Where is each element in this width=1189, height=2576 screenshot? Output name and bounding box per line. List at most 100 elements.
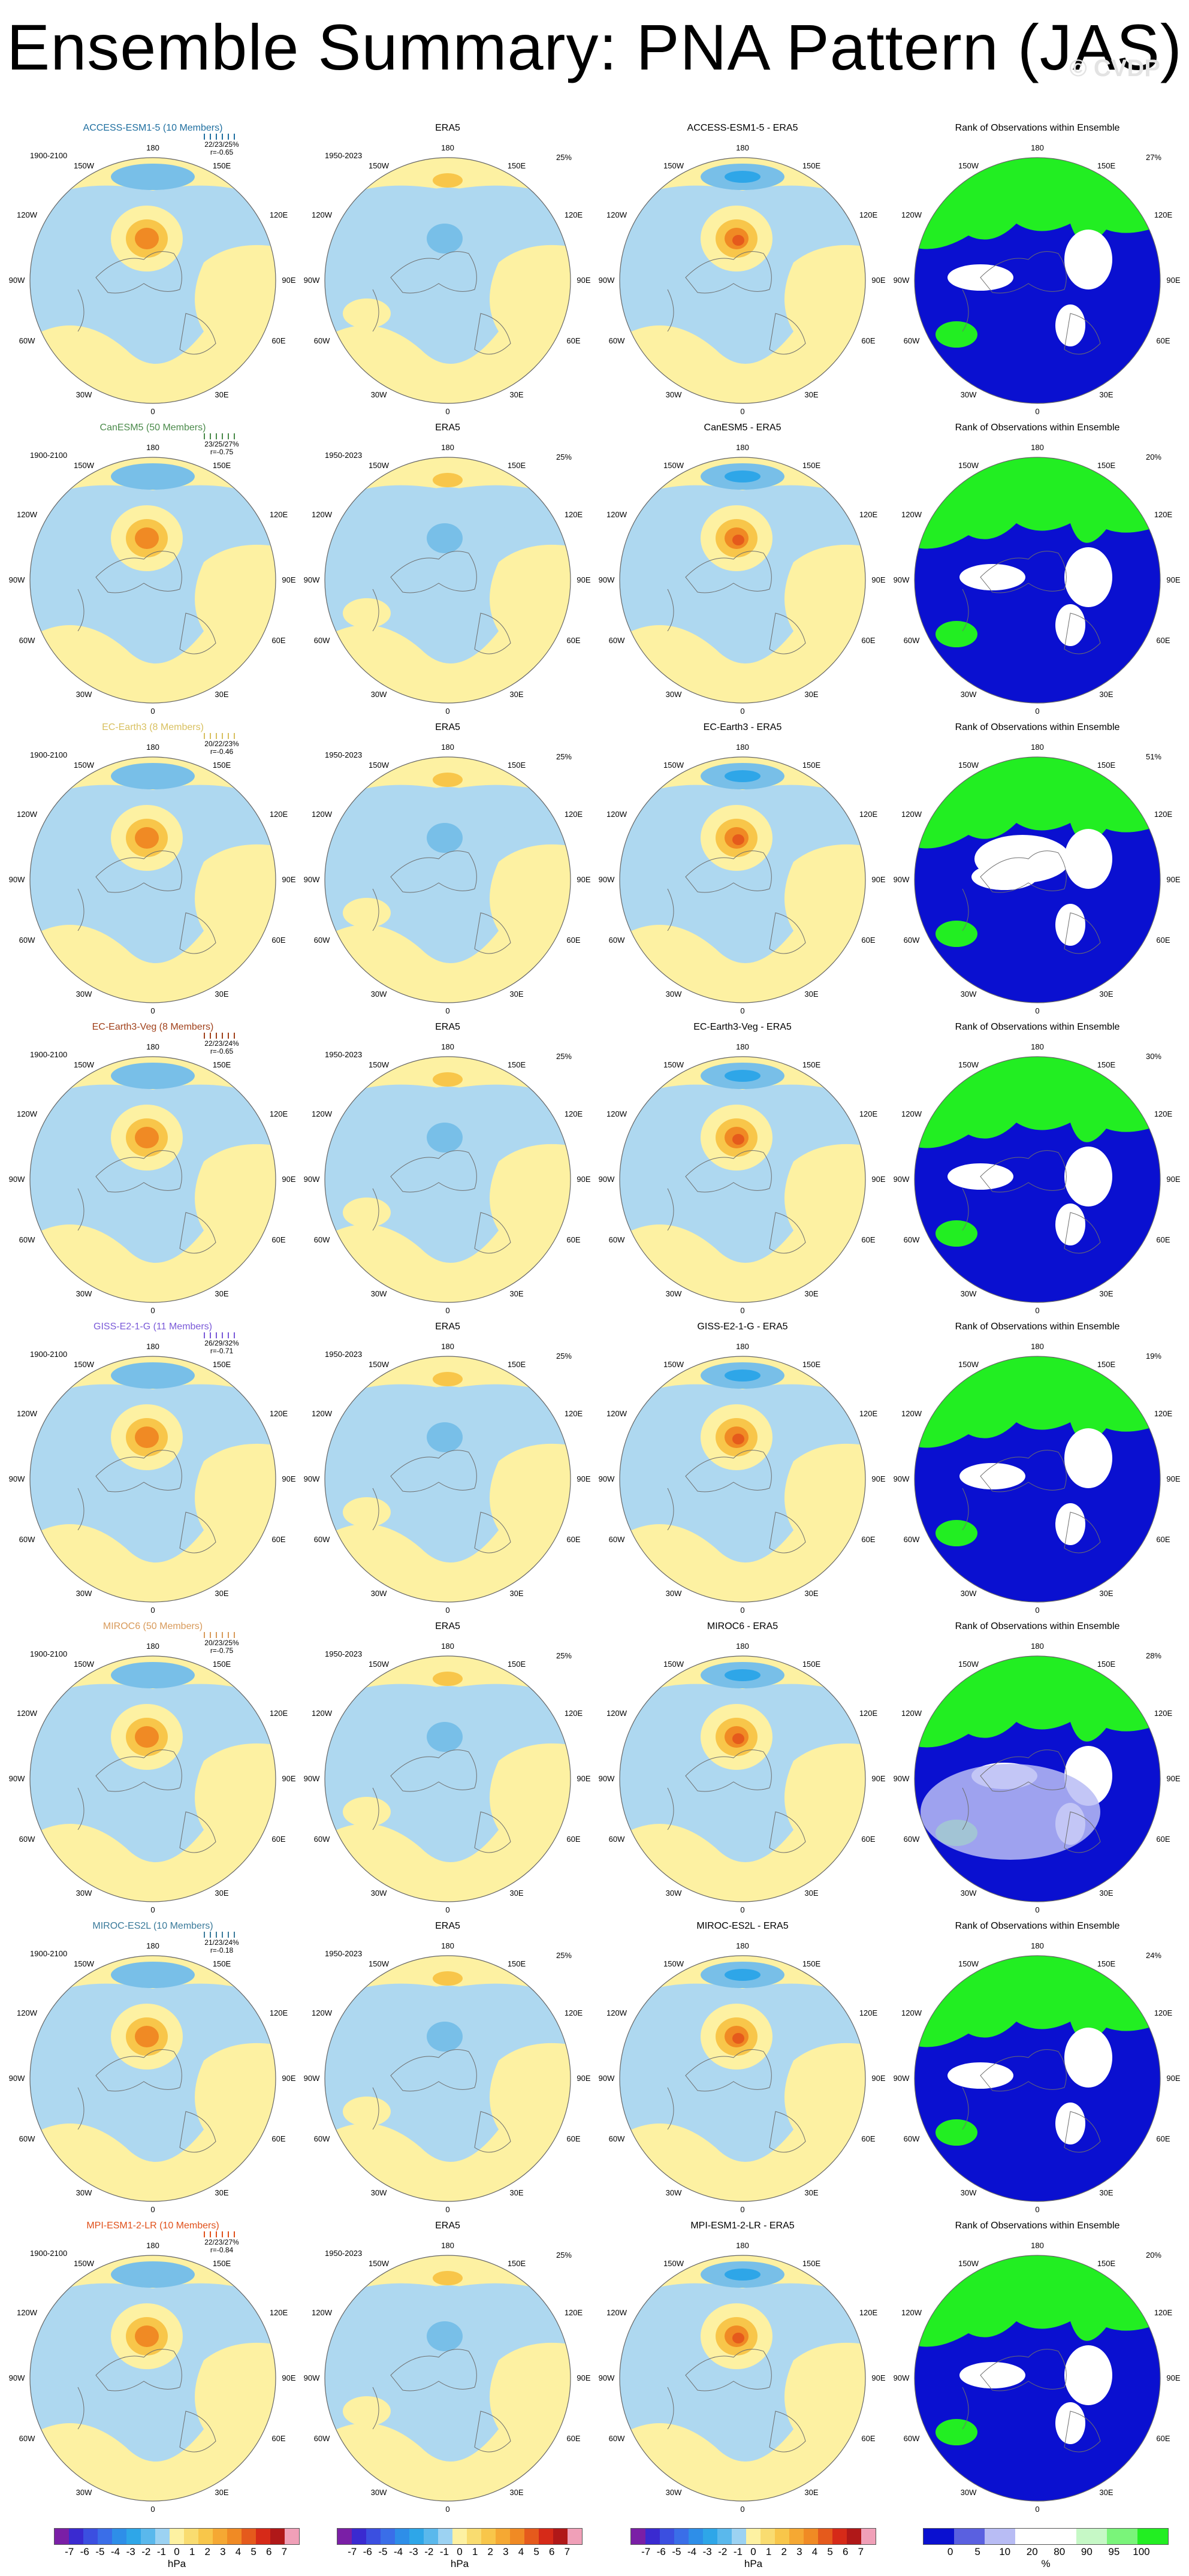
coordinate-label: 150E — [508, 161, 526, 170]
colorbar-swatch — [285, 2529, 299, 2544]
percent-label: 20% — [1145, 453, 1161, 461]
map-field — [620, 1956, 865, 2201]
ensemble-stats: 23/25/27% r=-0.75 — [195, 432, 249, 456]
panel-era5: ERA5 1950-2023 25% 180 0 90W 90E 150W 150E 120W 12… — [301, 423, 594, 719]
polar-map: 180 0 90W 90E 150W 150E 120W 120E 60W 60E 30W 30E — [599, 143, 886, 415]
coordinate-label: 0 — [740, 407, 744, 415]
coordinate-label: 60E — [861, 636, 875, 645]
colorbar-tick: 0 — [457, 2546, 463, 2557]
colorbar-swatch — [954, 2529, 985, 2544]
coordinate-label: 30W — [76, 990, 92, 999]
coordinate-label: 90W — [599, 1175, 615, 1184]
coordinate-label: 90W — [304, 875, 320, 884]
ensemble-range-marks — [195, 432, 249, 441]
colorbar-swatch — [804, 2529, 818, 2544]
colorbar-swatch — [270, 2529, 285, 2544]
coordinate-label: 0 — [740, 707, 744, 715]
panel-diff: EC-Earth3-Veg - ERA5 180 0 90W 90E 150W 150E 12… — [596, 1022, 889, 1319]
coordinate-label: 90W — [894, 2074, 910, 2083]
coordinate-label: 60E — [566, 1535, 580, 1544]
coordinate-label: 0 — [445, 707, 449, 715]
coordinate-label: 180 — [441, 1042, 454, 1051]
stats-percentiles: 22/23/25% — [204, 140, 239, 149]
coordinate-label: 120E — [1154, 210, 1173, 219]
period-label: 1900-2100 — [30, 1949, 68, 1958]
colorbar-unit: hPa — [167, 2558, 186, 2569]
percent-label: 28% — [1145, 1651, 1161, 1660]
coordinate-label: 120W — [901, 810, 922, 819]
coordinate-label: 30W — [666, 1589, 682, 1598]
stats-percentiles: 22/23/27% — [204, 2238, 239, 2246]
coordinate-label: 150E — [213, 161, 231, 170]
coordinate-label: 90E — [871, 875, 885, 884]
coordinate-label: 90E — [1166, 575, 1180, 584]
coordinate-label: 60E — [861, 2134, 875, 2143]
coordinate-label: 120E — [270, 2308, 288, 2317]
map-field — [915, 757, 1160, 1003]
panel-rank: Rank of Observations within Ensemble 19% 1… — [891, 1322, 1184, 1618]
coordinate-label: 90W — [304, 1175, 320, 1184]
period-label: 1950-2023 — [325, 1050, 363, 1059]
coordinate-label: 150W — [369, 161, 390, 170]
coordinate-label: 150W — [74, 761, 95, 770]
coordinate-label: 90E — [577, 276, 590, 285]
coordinate-label: 180 — [1031, 1941, 1044, 1950]
period-label: 1950-2023 — [325, 2249, 363, 2258]
ensemble-stats: 20/23/25% r=-0.75 — [195, 1631, 249, 1655]
coordinate-label: 180 — [736, 1042, 749, 1051]
panel-title: MPI-ESM1-2-LR (10 Members) — [86, 2221, 219, 2231]
panel-title: ACCESS-ESM1-5 - ERA5 — [687, 123, 798, 133]
percent-label: 25% — [556, 1951, 572, 1960]
coordinate-label: 60W — [314, 336, 330, 345]
coordinate-label: 90E — [577, 875, 590, 884]
coordinate-label: 90W — [599, 575, 615, 584]
coordinate-label: 30E — [509, 2188, 523, 2197]
coordinate-label: 150E — [1097, 461, 1116, 470]
coordinate-label: 120W — [312, 1409, 333, 1418]
period-label: 1950-2023 — [325, 750, 363, 759]
panel-title: ERA5 — [435, 1921, 460, 1931]
coordinate-label: 90E — [577, 1774, 590, 1783]
ensemble-stats: 22/23/27% r=-0.84 — [195, 2230, 249, 2254]
coordinate-label: 60E — [271, 1235, 285, 1244]
coordinate-label: 60E — [1156, 1535, 1170, 1544]
coordinate-label: 30E — [1099, 690, 1113, 699]
coordinate-label: 90E — [1166, 276, 1180, 285]
colorbar-tick: 100 — [1133, 2546, 1150, 2557]
colorbar-swatch — [985, 2529, 1015, 2544]
colorbar-swatch — [467, 2529, 481, 2544]
map-field — [30, 1356, 276, 1602]
ensemble-stats: 21/23/24% r=-0.18 — [195, 1931, 249, 1954]
colorbar-strip — [54, 2528, 300, 2545]
coordinate-label: 30W — [961, 2188, 977, 2197]
polar-map: 180 0 90W 90E 150W 150E 120W 120E 60W 60E 30W 30E — [9, 443, 296, 715]
coordinate-label: 150E — [213, 1660, 231, 1669]
colorbar-tick: 80 — [1054, 2546, 1066, 2557]
coordinate-label: 180 — [441, 743, 454, 752]
coordinate-label: 0 — [1035, 707, 1039, 715]
coordinate-label: 30W — [371, 1589, 387, 1598]
polar-map: 180 0 90W 90E 150W 150E 120W 120E 60W 60E 30W 30E — [894, 743, 1181, 1015]
panel-title: MIROC-ES2L - ERA5 — [696, 1921, 789, 1931]
polar-map: 180 0 90W 90E 150W 150E 120W 120E 60W 60E 30W 30E — [304, 1042, 591, 1314]
period-label: 1900-2100 — [30, 1050, 68, 1059]
coordinate-label: 150W — [74, 1959, 95, 1968]
colorbar-percent: 0 5 10 20 80 90 95 100 % — [923, 2528, 1169, 2570]
coordinate-label: 120E — [565, 2308, 583, 2317]
coordinate-label: 120E — [859, 1409, 878, 1418]
coordinate-label: 90E — [871, 1774, 885, 1783]
polar-map: 180 0 90W 90E 150W 150E 120W 120E 60W 60E 30W 30E — [304, 743, 591, 1015]
coordinate-label: 60W — [314, 2134, 330, 2143]
colorbar-swatch — [510, 2529, 524, 2544]
panel-model: MPI-ESM1-2-LR (10 Members) 1900-2100 22/23… — [6, 2221, 300, 2517]
polar-map: 180 0 90W 90E 150W 150E 120W 120E 60W 60E 30W 30E — [304, 1342, 591, 1614]
percent-label: 27% — [1145, 153, 1161, 162]
coordinate-label: 60E — [566, 336, 580, 345]
coordinate-label: 60E — [861, 336, 875, 345]
polar-map: 180 0 90W 90E 150W 150E 120W 120E 60W 60E 30W 30E — [304, 443, 591, 715]
polar-map: 180 0 90W 90E 150W 150E 120W 120E 60W 60E 30W 30E — [9, 1941, 296, 2213]
coordinate-label: 150W — [74, 1060, 95, 1069]
colorbar-swatch — [539, 2529, 553, 2544]
coordinate-label: 30W — [666, 690, 682, 699]
stats-correlation: r=-0.46 — [210, 747, 234, 756]
